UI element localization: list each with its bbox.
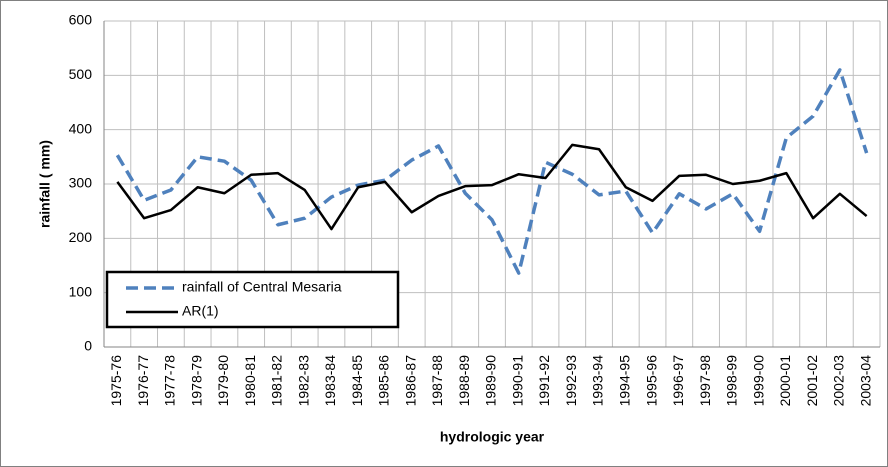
x-tick-label: 1978-79 [188, 355, 204, 407]
x-tick-label: 1993-94 [590, 355, 606, 407]
y-tick-label: 600 [69, 12, 93, 28]
x-tick-label: 1996-97 [670, 355, 686, 407]
x-tick-label: 1994-95 [616, 355, 632, 407]
y-tick-label: 300 [69, 175, 93, 191]
x-tick-label: 1987-88 [429, 355, 445, 407]
y-tick-label: 0 [84, 338, 92, 354]
x-tick-label: 1988-89 [456, 355, 472, 407]
x-tick-label: 1976-77 [135, 355, 151, 407]
x-tick-label: 1991-92 [536, 355, 552, 407]
legend-box [105, 270, 400, 329]
x-tick-label: 2002-03 [831, 355, 847, 407]
x-tick-label: 2001-02 [804, 355, 820, 407]
x-tick-label: 1998-99 [724, 355, 740, 407]
legend-label: AR(1) [182, 303, 219, 319]
x-tick-label: 1989-90 [483, 355, 499, 407]
x-tick-label: 1990-91 [509, 355, 525, 407]
x-tick-label: 2003-04 [857, 355, 873, 407]
x-tick-label: 1984-85 [349, 355, 365, 407]
x-axis-label: hydrologic year [440, 429, 545, 445]
y-tick-label: 100 [69, 283, 93, 299]
x-tick-label: 1992-93 [563, 355, 579, 407]
x-tick-label: 1977-78 [162, 355, 178, 407]
legend-label: rainfall of Central Mesaria [182, 279, 342, 295]
x-tick-label: 1997-98 [697, 355, 713, 407]
x-tick-label: 1985-86 [376, 355, 392, 407]
x-tick-label: 1982-83 [295, 355, 311, 407]
x-tick-label: 1983-84 [322, 355, 338, 407]
x-tick-label: 1981-82 [269, 355, 285, 407]
y-tick-label: 400 [69, 120, 93, 136]
x-tick-label: 1999-00 [750, 355, 766, 407]
x-tick-label: 1979-80 [215, 355, 231, 407]
y-axis-label: rainfall ( mm) [37, 140, 53, 228]
x-tick-label: 2000-01 [777, 355, 793, 407]
y-tick-label: 200 [69, 229, 93, 245]
x-tick-label: 1986-87 [402, 355, 418, 407]
x-tick-label: 1980-81 [242, 355, 258, 407]
series-line [115, 68, 869, 275]
series-line [116, 143, 868, 231]
y-tick-label: 500 [69, 66, 93, 82]
x-tick-label: 1975-76 [108, 355, 124, 407]
x-tick-label: 1995-96 [643, 355, 659, 407]
